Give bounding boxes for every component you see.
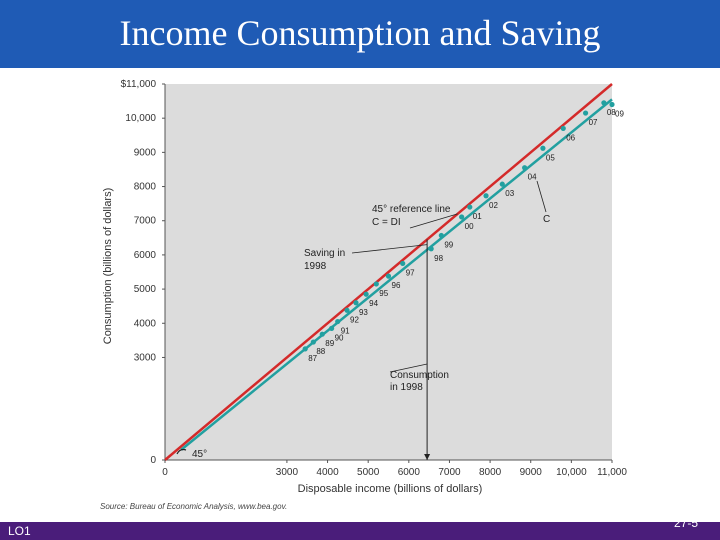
data-point [601, 100, 607, 106]
saving-pointer [351, 244, 428, 254]
point-label: 92 [350, 315, 359, 324]
data-point [302, 346, 308, 352]
point-label: 96 [392, 281, 401, 290]
point-label: 08 [607, 108, 616, 117]
y-tick-label: $11,000 [121, 79, 157, 90]
data-point [335, 318, 341, 325]
footer-bar [0, 522, 720, 540]
angle-label: 45° [192, 449, 207, 460]
x-tick-label: 5000 [357, 467, 380, 478]
ref-line-pointer [409, 213, 458, 229]
page-number: 27-5 [673, 516, 698, 530]
x-tick-label: 11,000 [597, 467, 627, 478]
point-label: 94 [369, 299, 378, 308]
point-label: 98 [434, 254, 443, 263]
reference-line-45 [164, 83, 613, 461]
y-tick-label: 4000 [134, 318, 157, 329]
data-point [483, 193, 489, 199]
data-point [310, 339, 316, 345]
x-tick-label: 0 [162, 467, 168, 478]
point-label: 91 [341, 327, 350, 336]
y-tick-label: 6000 [134, 250, 157, 261]
y-axis-label: Consumption (billions of dollars) [102, 188, 114, 345]
y-tick-label: 10,000 [125, 113, 156, 124]
data-point [609, 101, 615, 108]
data-point [499, 181, 505, 187]
y-tick-label: 9000 [134, 147, 157, 158]
consumption-chart: 8788899091929394959697989900010203040506… [100, 79, 627, 511]
y-tick-label: 8000 [134, 182, 157, 193]
point-label: 01 [473, 212, 482, 221]
point-label: 07 [589, 118, 598, 127]
point-label: 03 [505, 189, 514, 198]
point-label: 87 [308, 354, 317, 363]
saving-year-label: 1998 [304, 261, 327, 272]
consumption-line [180, 98, 613, 451]
data-point [353, 300, 359, 306]
data-point [319, 331, 325, 337]
point-label: 06 [566, 133, 575, 142]
y-tick-label: 7000 [134, 216, 157, 227]
data-point [540, 145, 546, 151]
point-label: 02 [489, 201, 498, 210]
title-bar [0, 0, 720, 68]
point-label: 99 [444, 240, 453, 249]
point-label: 95 [379, 289, 388, 298]
point-label: 93 [359, 308, 368, 317]
data-point [459, 214, 465, 220]
x-tick-label: 9000 [520, 467, 543, 478]
point-label: 90 [335, 333, 344, 342]
data-point [400, 260, 406, 267]
x-tick-label: 6000 [398, 467, 421, 478]
data-point [467, 204, 473, 210]
point-label: 09 [615, 110, 624, 119]
data-point [560, 125, 566, 132]
point-label: 97 [406, 268, 415, 277]
consumption-pointer [389, 363, 428, 373]
slide-title: Income Consumption and Saving [119, 13, 601, 53]
x-tick-label: 8000 [479, 467, 502, 478]
learning-objective-label: LO1 [8, 524, 31, 538]
point-label: 05 [546, 153, 555, 162]
x-tick-label: 3000 [276, 467, 299, 478]
ref-line-label: 45° reference line [372, 204, 451, 215]
data-point [329, 325, 335, 331]
y-tick-label: 5000 [134, 284, 157, 295]
data-point [385, 273, 392, 279]
y-tick-label: 3000 [134, 352, 157, 363]
saving-label: Saving in [304, 248, 345, 259]
data-point [363, 291, 369, 297]
point-label: 88 [316, 347, 325, 356]
point-label: 89 [325, 339, 334, 348]
angle-arc [176, 448, 187, 455]
x-axis-label: Disposable income (billions of dollars) [298, 483, 483, 495]
consumption-1998-arrowhead [424, 454, 431, 460]
y-tick-label: 0 [150, 455, 156, 466]
source-note: Source: Bureau of Economic Analysis, www… [100, 502, 287, 511]
data-point [438, 232, 444, 239]
c-curve-pointer [536, 180, 547, 213]
point-label: 00 [465, 222, 474, 231]
ref-line-equation: C = DI [372, 217, 401, 228]
consumption-label: Consumption [390, 370, 449, 381]
data-point [428, 246, 434, 252]
x-tick-label: 10,000 [556, 467, 587, 478]
x-tick-label: 4000 [316, 467, 339, 478]
c-curve-label: C [543, 214, 550, 225]
data-point [522, 165, 528, 171]
x-tick-label: 7000 [438, 467, 461, 478]
data-point [582, 110, 589, 116]
data-point [373, 281, 379, 287]
consumption-year-label: in 1998 [390, 382, 423, 393]
point-label: 04 [528, 173, 537, 182]
data-point [344, 307, 350, 313]
